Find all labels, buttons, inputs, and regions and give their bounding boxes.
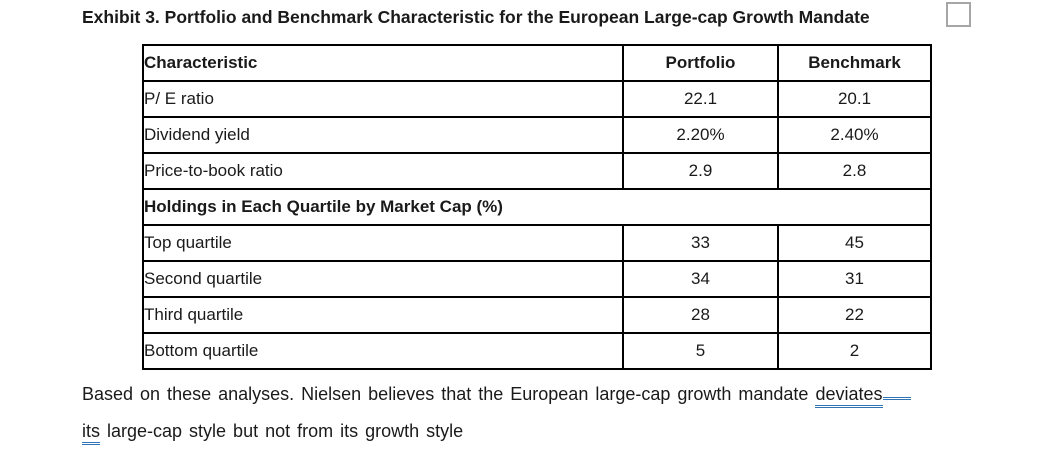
benchmark-value: 2.8 — [777, 152, 932, 190]
row-label: Second quartile — [142, 260, 624, 298]
grammar-underlined-word: its — [82, 421, 100, 445]
body-text-line-1: Based on these analyses. Nielsen believe… — [82, 381, 911, 408]
benchmark-value: 2.40% — [777, 116, 932, 154]
row-label: Third quartile — [142, 296, 624, 334]
column-header-characteristic: Characteristic — [142, 44, 624, 82]
portfolio-value: 22.1 — [622, 80, 779, 118]
body-text-segment: large-cap style but not from its growth … — [100, 421, 464, 441]
section-header-label: Holdings in Each Quartile by Market Cap … — [142, 188, 932, 226]
row-label: Bottom quartile — [142, 332, 624, 370]
row-label: Top quartile — [142, 224, 624, 262]
benchmark-value: 45 — [777, 224, 932, 262]
table-row-pe-ratio: P/ E ratio 22.1 20.1 — [142, 80, 932, 118]
benchmark-value: 2 — [777, 332, 932, 370]
column-header-benchmark: Benchmark — [777, 44, 932, 82]
row-label: Dividend yield — [142, 116, 624, 154]
table-row-price-to-book: Price-to-book ratio 2.9 2.8 — [142, 152, 932, 190]
portfolio-value: 33 — [622, 224, 779, 262]
table-row-dividend-yield: Dividend yield 2.20% 2.40% — [142, 116, 932, 154]
portfolio-value: 2.9 — [622, 152, 779, 190]
row-label: Price-to-book ratio — [142, 152, 624, 190]
exhibit-title: Exhibit 3. Portfolio and Benchmark Chara… — [82, 7, 870, 27]
column-header-portfolio: Portfolio — [622, 44, 779, 82]
benchmark-value: 20.1 — [777, 80, 932, 118]
body-text-segment: Based on these analyses. Nielsen believe… — [82, 384, 816, 404]
body-text-line-2: its large-cap style but not from its gro… — [82, 421, 464, 445]
row-label: P/ E ratio — [142, 80, 624, 118]
characteristics-table: Characteristic Portfolio Benchmark P/ E … — [142, 44, 932, 370]
portfolio-value: 2.20% — [622, 116, 779, 154]
portfolio-value: 5 — [622, 332, 779, 370]
portfolio-value: 28 — [622, 296, 779, 334]
portfolio-value: 34 — [622, 260, 779, 298]
table-row-bottom-quartile: Bottom quartile 5 2 — [142, 332, 932, 370]
trailing-underline — [882, 381, 911, 400]
image-placeholder-box — [946, 2, 971, 27]
table-section-row-holdings: Holdings in Each Quartile by Market Cap … — [142, 188, 932, 226]
benchmark-value: 22 — [777, 296, 932, 334]
table-header-row: Characteristic Portfolio Benchmark — [142, 44, 932, 82]
table-row-third-quartile: Third quartile 28 22 — [142, 296, 932, 334]
table-row-second-quartile: Second quartile 34 31 — [142, 260, 932, 298]
table-row-top-quartile: Top quartile 33 45 — [142, 224, 932, 262]
benchmark-value: 31 — [777, 260, 932, 298]
grammar-underlined-word: deviates — [815, 384, 883, 408]
